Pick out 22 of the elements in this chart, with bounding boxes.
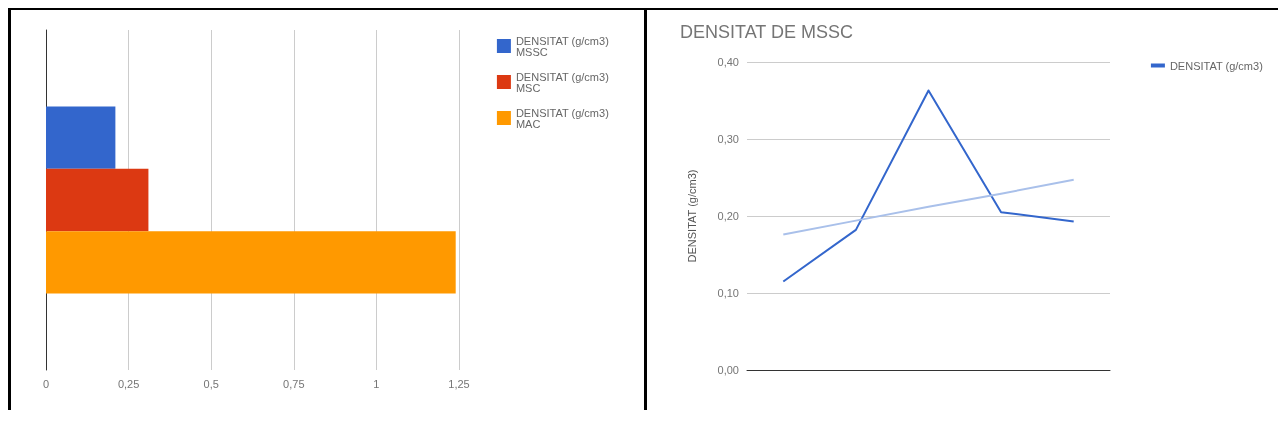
legend-label: DENSITAT (g/cm3) MSC: [515, 70, 609, 94]
line-series: [782, 178, 1075, 236]
chart-title: DENSITAT DE MSSC: [680, 22, 854, 42]
line-series: [782, 89, 1075, 283]
bar: [46, 231, 456, 294]
y-tick-label: 0,00: [717, 364, 739, 376]
legend-label: DENSITAT (g/cm3): [1169, 59, 1263, 72]
bar: [46, 106, 116, 169]
x-tick-label: 0,25: [117, 377, 140, 390]
y-axis-title: DENSITAT (g/cm3): [685, 169, 698, 263]
x-tick-label: 0,5: [203, 377, 219, 390]
x-tick-label: 1: [373, 377, 380, 390]
y-tick-label: 0,20: [717, 210, 739, 222]
y-tick-label: 0,30: [717, 133, 739, 145]
y-tick-label: 0,40: [717, 56, 739, 68]
x-tick-label: 0,75: [283, 377, 305, 390]
x-tick-label: 1,25: [448, 377, 470, 390]
legend-label: DENSITAT (g/cm3) MAC: [515, 106, 609, 130]
legend-label: DENSITAT (g/cm3) MSSC: [515, 34, 609, 58]
y-tick-label: 0,10: [717, 287, 739, 299]
x-tick-label: 0: [42, 377, 50, 390]
bar: [46, 168, 149, 232]
